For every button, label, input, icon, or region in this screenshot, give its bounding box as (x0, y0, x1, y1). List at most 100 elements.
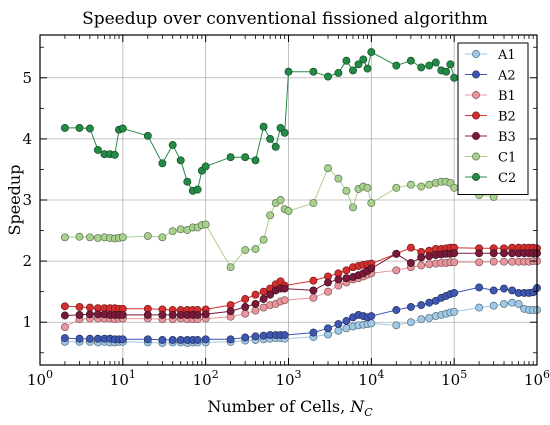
point-c2 (193, 185, 202, 194)
point-b1 (475, 258, 484, 267)
series-a2 (60, 283, 541, 344)
x-tick-exp: 2 (212, 368, 219, 381)
point-a2 (158, 335, 167, 344)
point-c2 (349, 66, 357, 75)
legend-marker-a1 (472, 50, 480, 58)
point-a2 (176, 335, 185, 344)
point-c2 (367, 48, 376, 57)
point-b3 (118, 310, 127, 319)
series-c2 (60, 48, 459, 195)
x-tick-exp: 0 (46, 368, 53, 381)
point-b3 (143, 310, 152, 319)
legend: A1 A2 B1 B2 B3 C1 C2 (457, 42, 529, 195)
point-c2 (442, 67, 451, 76)
point-b1 (241, 309, 250, 318)
point-a2 (367, 312, 376, 321)
series-line-c2 (64, 51, 455, 192)
point-c2 (168, 141, 177, 149)
point-c1 (93, 233, 102, 242)
point-a1 (514, 299, 523, 308)
point-c1 (266, 211, 275, 220)
y-tick-label: 2 (22, 252, 32, 270)
point-c2 (271, 142, 280, 151)
point-a2 (60, 334, 69, 343)
point-c1 (417, 182, 426, 191)
point-b3 (93, 310, 102, 319)
point-c1 (425, 180, 434, 189)
x-tick-base: 10 (524, 371, 543, 389)
point-b1 (450, 258, 459, 267)
point-b3 (489, 249, 498, 258)
legend-marker-c2 (472, 173, 480, 181)
point-a2 (85, 334, 94, 343)
x-tick-exp: 3 (295, 368, 302, 381)
x-axis-label: Number of Cells, NC (207, 397, 373, 419)
point-b3 (266, 290, 275, 299)
point-a2 (392, 306, 401, 314)
point-a2 (500, 284, 508, 293)
point-c2 (158, 159, 167, 168)
point-a1 (417, 315, 426, 324)
point-c2 (110, 150, 119, 159)
point-b1 (417, 261, 426, 270)
point-c1 (75, 232, 84, 241)
point-b3 (226, 307, 235, 316)
x-tick-label: 101 (110, 368, 136, 389)
series-b1 (60, 257, 541, 332)
x-tick-label: 104 (358, 368, 384, 389)
point-b2 (309, 276, 318, 285)
point-a2 (241, 333, 250, 342)
point-c2 (392, 61, 401, 70)
point-b3 (406, 258, 415, 267)
x-tick-base: 10 (193, 371, 212, 389)
point-b2 (251, 290, 260, 299)
x-tick-labels: 100 101 102 103 104 105 106 (27, 368, 550, 389)
point-c2 (176, 156, 185, 165)
legend-marker-b3 (472, 132, 480, 140)
point-b1 (251, 306, 260, 315)
legend-entry-b2: B2 (465, 110, 516, 125)
legend-label-b2: B2 (498, 110, 516, 125)
point-b2 (342, 266, 351, 275)
point-c2 (359, 55, 368, 64)
point-c2 (259, 122, 268, 131)
point-b2 (406, 243, 415, 252)
point-b3 (259, 295, 268, 303)
point-a2 (425, 298, 434, 307)
point-a2 (280, 331, 289, 340)
point-a2 (489, 286, 498, 295)
point-c2 (93, 145, 102, 154)
y-tick-labels: 1 2 3 4 5 (22, 69, 32, 331)
point-a2 (251, 332, 260, 341)
x-tick-label: 102 (193, 368, 219, 389)
point-b2 (75, 302, 84, 311)
point-c1 (284, 207, 293, 215)
series-layer (60, 48, 541, 347)
point-c2 (118, 124, 127, 133)
point-c2 (201, 162, 210, 171)
point-a2 (309, 328, 318, 337)
point-a2 (201, 335, 210, 344)
point-b3 (334, 275, 343, 284)
point-c1 (342, 186, 351, 195)
legend-entry-b3: B3 (465, 130, 516, 145)
x-tick-exp: 6 (543, 368, 550, 381)
y-tick-label: 5 (22, 69, 32, 87)
point-c2 (284, 67, 293, 76)
point-c2 (85, 124, 94, 133)
legend-entry-c1: C1 (465, 151, 516, 166)
point-a1 (406, 318, 415, 327)
point-a2 (324, 324, 332, 333)
point-a2 (259, 331, 268, 340)
point-c2 (450, 73, 459, 82)
point-a1 (392, 321, 401, 330)
point-b3 (342, 274, 351, 283)
point-c1 (349, 203, 357, 212)
point-b3 (251, 299, 260, 308)
point-c1 (406, 180, 415, 189)
x-tick-label: 103 (275, 368, 301, 389)
legend-box (457, 42, 529, 195)
x-axis-label-var: N (349, 397, 365, 416)
point-a2 (226, 335, 235, 344)
